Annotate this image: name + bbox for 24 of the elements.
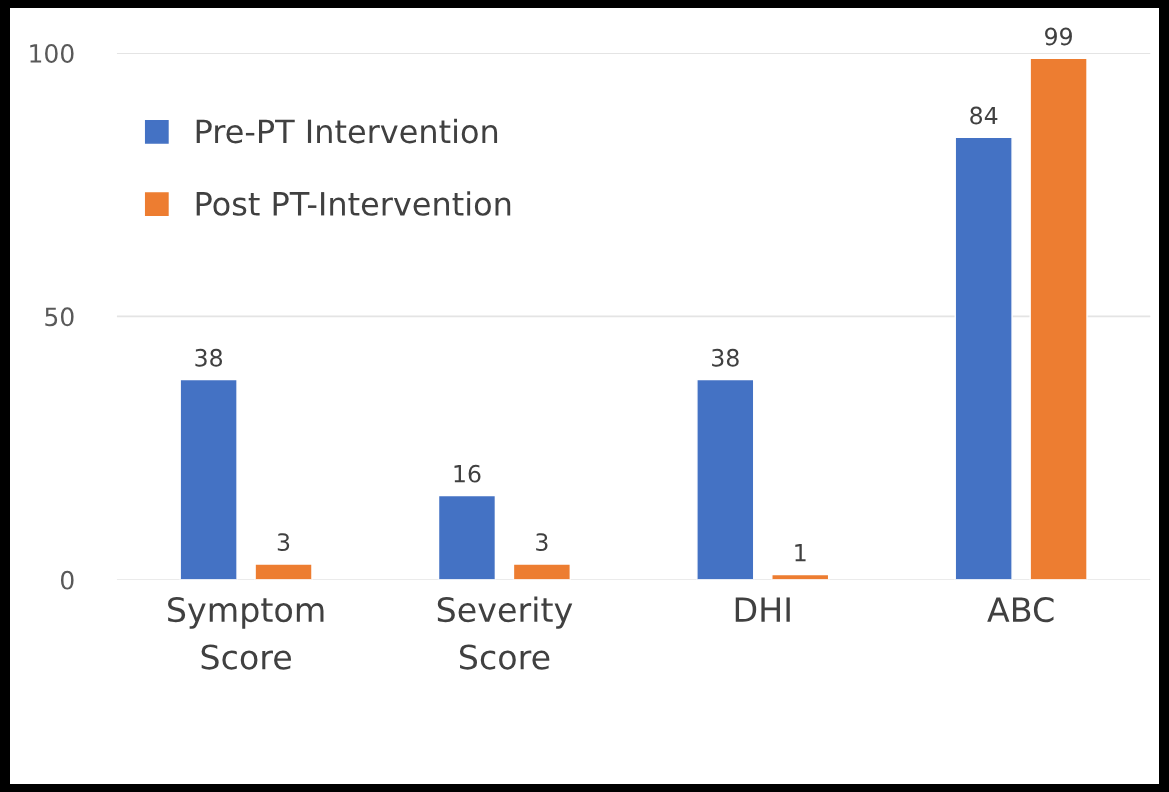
bar bbox=[179, 378, 238, 580]
bar bbox=[1029, 57, 1088, 580]
data-label: 16 bbox=[454, 464, 481, 483]
bar bbox=[254, 563, 313, 580]
data-label: 99 bbox=[1045, 27, 1072, 46]
legend-label: Post PT-Intervention bbox=[196, 191, 511, 216]
bar bbox=[954, 136, 1013, 580]
y-tick-label: 100 bbox=[30, 44, 74, 63]
x-tick-label: ABC bbox=[987, 597, 1054, 623]
data-label: 38 bbox=[195, 348, 223, 367]
bar bbox=[696, 378, 755, 580]
legend-label: Pre-PT Intervention bbox=[196, 118, 498, 144]
data-label: 84 bbox=[970, 106, 998, 125]
x-tick-label: DHI bbox=[735, 597, 790, 622]
y-tick-label: 50 bbox=[45, 307, 74, 327]
x-tick-label: Symptom Score bbox=[168, 597, 324, 670]
bar bbox=[437, 494, 497, 580]
x-tick-label: Severity Score bbox=[437, 596, 573, 670]
data-label: 38 bbox=[712, 348, 739, 367]
bar bbox=[512, 563, 571, 580]
data-label: 3 bbox=[277, 533, 290, 552]
data-label: 3 bbox=[536, 533, 548, 552]
data-label: 1 bbox=[795, 544, 806, 562]
y-tick-label: 0 bbox=[60, 570, 74, 590]
